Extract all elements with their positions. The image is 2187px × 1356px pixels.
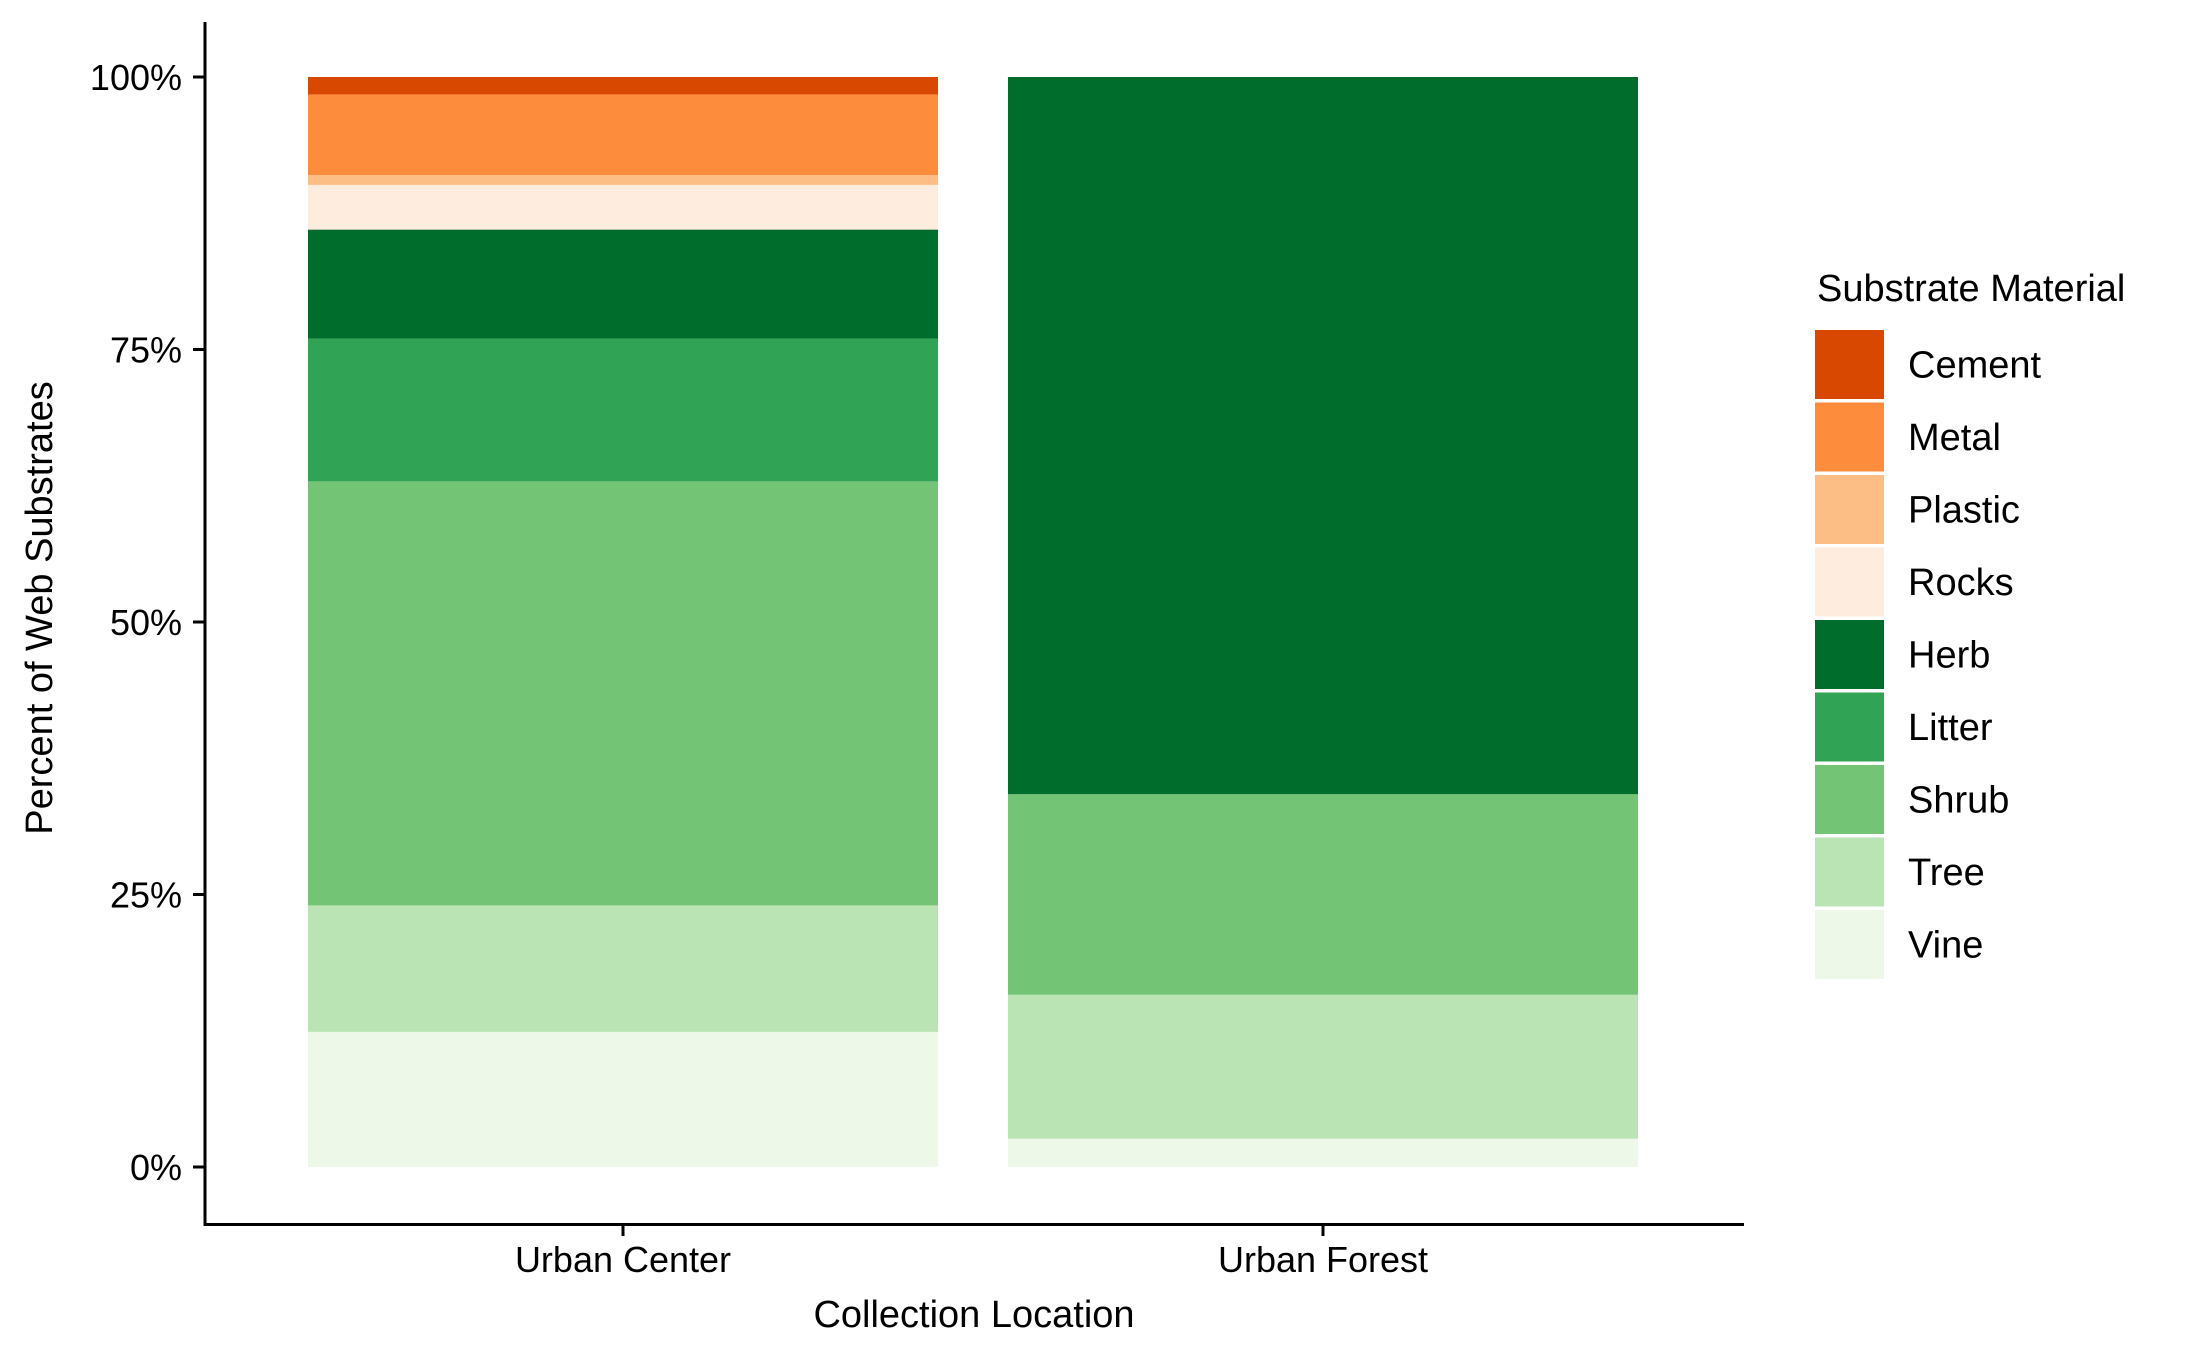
legend-key-plastic xyxy=(1815,475,1884,544)
bar-segment-urban-center-tree xyxy=(308,905,938,1032)
legend: Substrate Material Cement Metal Plastic Roc… xyxy=(1815,268,2125,979)
bar-segment-urban-forest-shrub xyxy=(1008,794,1638,995)
y-tick-label: 75% xyxy=(110,330,182,371)
y-tick-label: 0% xyxy=(130,1147,182,1188)
y-tick-label: 50% xyxy=(110,602,182,643)
bar-segment-urban-center-herb xyxy=(308,229,938,339)
legend-label-cement: Cement xyxy=(1908,345,2041,387)
legend-label-plastic: Plastic xyxy=(1908,490,2020,532)
legend-label-rocks: Rocks xyxy=(1908,562,2014,604)
bar-segment-urban-center-plastic xyxy=(308,175,938,185)
x-tick-label: Urban Center xyxy=(515,1239,731,1280)
legend-label-herb: Herb xyxy=(1908,635,1990,677)
bar-segment-urban-center-rocks xyxy=(308,184,938,230)
legend-key-tree xyxy=(1815,837,1884,907)
bar-segment-urban-center-shrub xyxy=(308,481,938,906)
bar-segment-urban-center-litter xyxy=(308,338,938,482)
bar-segment-urban-center-metal xyxy=(308,94,938,176)
bar-segment-urban-forest-vine xyxy=(1008,1138,1638,1167)
x-tick-label: Urban Forest xyxy=(1218,1239,1428,1280)
legend-key-rocks xyxy=(1815,547,1884,617)
x-axis-title: Collection Location xyxy=(813,1294,1134,1336)
legend-title: Substrate Material xyxy=(1817,268,2125,310)
bar-segment-urban-center-vine xyxy=(308,1031,938,1167)
bars-layer xyxy=(308,77,1638,1167)
legend-label-shrub: Shrub xyxy=(1908,780,2009,822)
bar-segment-urban-center-cement xyxy=(308,77,938,95)
legend-key-metal xyxy=(1815,402,1884,472)
x-ticks: Urban Center Urban Forest xyxy=(515,1224,1428,1280)
legend-label-tree: Tree xyxy=(1908,852,1985,894)
bar-segment-urban-forest-herb xyxy=(1008,77,1638,795)
legend-key-litter xyxy=(1815,692,1884,762)
y-axis-title: Percent of Web Substrates xyxy=(19,381,61,834)
legend-label-litter: Litter xyxy=(1908,707,1993,749)
legend-label-vine: Vine xyxy=(1908,925,1983,967)
y-ticks: 0% 25% 50% 75% 100% xyxy=(90,57,205,1188)
legend-label-metal: Metal xyxy=(1908,417,2001,459)
y-tick-label: 100% xyxy=(90,57,182,98)
bar-segment-urban-forest-tree xyxy=(1008,994,1638,1139)
y-tick-label: 25% xyxy=(110,875,182,916)
legend-key-vine xyxy=(1815,910,1884,979)
legend-key-herb xyxy=(1815,620,1884,689)
legend-key-shrub xyxy=(1815,765,1884,834)
axes-layer xyxy=(203,22,1744,1226)
legend-key-cement xyxy=(1815,330,1884,399)
